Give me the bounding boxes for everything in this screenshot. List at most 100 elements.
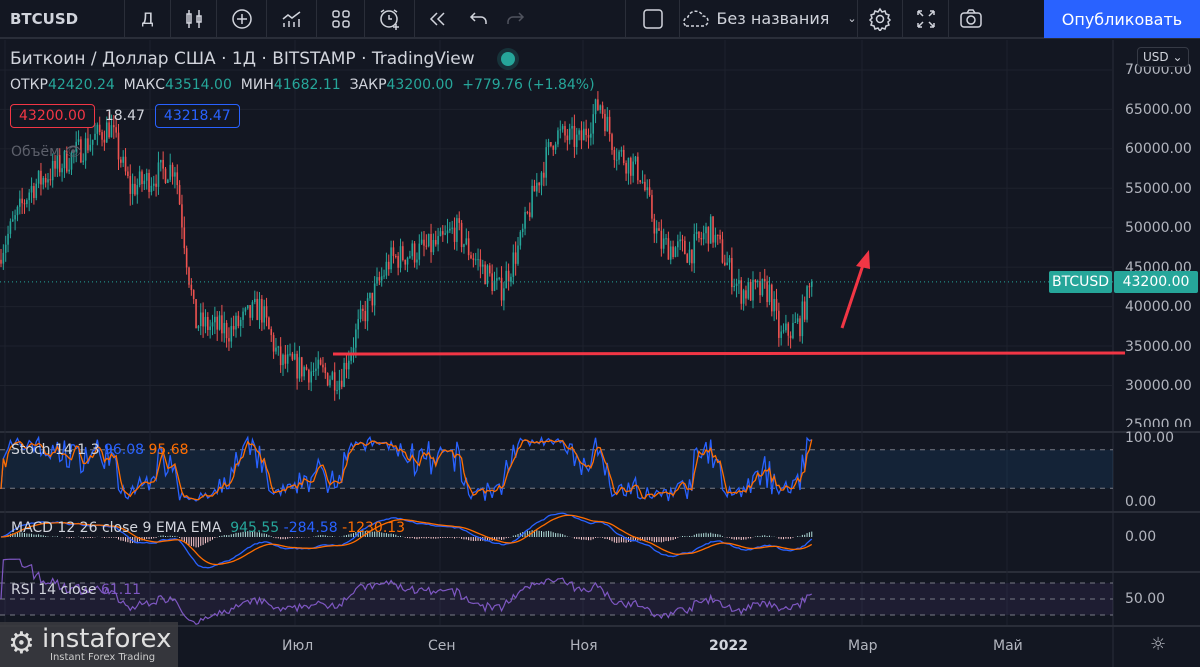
candle-body (338, 380, 341, 390)
candle-body (101, 132, 103, 140)
stoch-tick: 0.00 (1125, 494, 1157, 510)
candle-body (127, 171, 129, 177)
rsi-band (0, 583, 1113, 615)
chart-canvas[interactable] (0, 40, 1200, 667)
candle-body (644, 181, 646, 191)
candle-body (87, 138, 89, 151)
price-tick: 25000.00 (1125, 417, 1192, 427)
candle-body (632, 161, 634, 176)
currency-selector[interactable]: USD ⌄ (1137, 47, 1189, 67)
candles-icon[interactable] (171, 0, 217, 38)
candle-body (660, 230, 663, 249)
candle-body (564, 126, 566, 136)
layout-name-button[interactable]: Без названия ⌄ (680, 0, 858, 38)
candle-body (578, 130, 580, 135)
camera-icon[interactable] (949, 0, 992, 38)
add-indicator-icon[interactable] (217, 0, 267, 38)
candle-body (778, 310, 780, 338)
price-tick: 35000.00 (1125, 339, 1192, 355)
close-label: ЗАКР (349, 77, 387, 93)
candle-body (56, 155, 59, 169)
candle-body (796, 318, 799, 322)
candle-body (209, 326, 211, 331)
candle-body (583, 128, 585, 141)
candle-body (742, 290, 745, 304)
candle-body (26, 200, 28, 204)
candle-body (58, 155, 61, 173)
candle-body (369, 292, 371, 299)
candle-body (134, 183, 136, 195)
candle-body (188, 267, 190, 285)
candle-body (728, 258, 731, 263)
templates-icon[interactable] (317, 0, 365, 38)
rsi-label: RSI 14 close (11, 582, 97, 598)
candle-body (731, 258, 733, 288)
candle-body (244, 308, 247, 312)
candle-body (785, 323, 787, 331)
candle-body (669, 246, 672, 260)
alert-icon[interactable] (365, 0, 415, 38)
redo-icon[interactable] (497, 0, 533, 38)
interval-button[interactable]: Д (125, 0, 171, 38)
candle-body (378, 277, 381, 281)
candle-body (695, 231, 698, 235)
candle-body (357, 319, 359, 330)
candle-body (559, 129, 562, 131)
volume-legend: Объём 👁 (11, 144, 82, 160)
indicators-icon[interactable] (267, 0, 317, 38)
buy-button[interactable]: 43218.47 (154, 104, 240, 128)
candle-body (801, 301, 804, 337)
candle-body (613, 150, 616, 160)
candle-body (684, 240, 686, 255)
price-tick: 65000.00 (1125, 102, 1192, 118)
candle-body (808, 286, 811, 288)
candle-body (512, 252, 515, 277)
candle-body (265, 306, 268, 318)
publish-button[interactable]: Опубликовать (1044, 0, 1200, 38)
time-label: 2022 (709, 638, 748, 654)
spread: 18.47 (104, 108, 145, 124)
candle-body (315, 368, 317, 371)
undo-icon[interactable] (461, 0, 497, 38)
last-symbol-tag: BTCUSD (1049, 271, 1112, 293)
price-tick: 40000.00 (1125, 299, 1192, 315)
hidden-eye-icon[interactable]: 👁 (64, 144, 82, 160)
candle-body (110, 125, 113, 138)
candle-body (204, 316, 207, 327)
candle-body (521, 228, 524, 233)
price-tick: 50000.00 (1125, 220, 1192, 236)
gear-icon[interactable]: ☼ (1150, 634, 1167, 655)
candle-body (519, 232, 522, 246)
candle-body (256, 298, 258, 320)
candle-body (404, 259, 406, 265)
candle-body (402, 246, 404, 260)
candle-body (573, 125, 576, 147)
candle-body (103, 139, 106, 143)
candle-body (284, 354, 287, 364)
square-icon[interactable] (625, 0, 680, 38)
candle-body (98, 124, 101, 133)
replay-icon[interactable] (415, 0, 461, 38)
candle-body (557, 130, 559, 145)
symbol-search[interactable]: BTCUSD (0, 0, 125, 38)
candle-body (442, 231, 444, 235)
layout-name: Без названия (716, 9, 830, 28)
sell-button[interactable]: 43200.00 (10, 104, 95, 128)
candle-body (21, 198, 23, 204)
candle-body (427, 233, 430, 247)
candle-body (418, 243, 421, 260)
gear-icon[interactable] (858, 0, 903, 38)
candle-body (33, 186, 35, 198)
candle-body (340, 380, 343, 387)
candle-body (580, 130, 583, 141)
candle-body (171, 164, 174, 177)
fullscreen-icon[interactable] (903, 0, 949, 38)
candle-body (383, 275, 385, 277)
candle-body (568, 128, 571, 141)
candle-body (47, 179, 49, 183)
candle-body (550, 142, 552, 146)
candle-body (350, 352, 352, 361)
candle-body (458, 218, 461, 223)
candle-body (40, 170, 42, 185)
candle-body (566, 135, 569, 141)
